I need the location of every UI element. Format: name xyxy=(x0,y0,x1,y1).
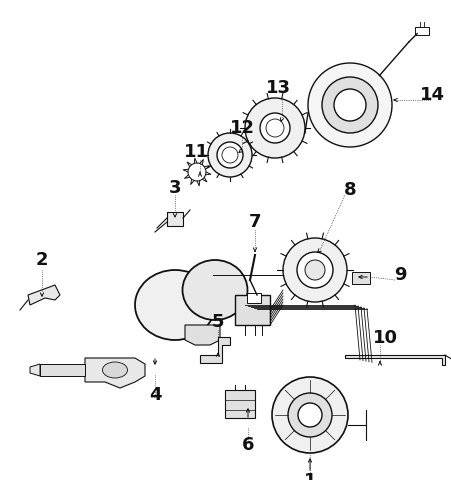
Bar xyxy=(235,295,269,325)
Bar xyxy=(225,390,254,418)
Polygon shape xyxy=(184,325,220,345)
Ellipse shape xyxy=(297,403,321,427)
Text: 11: 11 xyxy=(183,143,208,161)
Polygon shape xyxy=(351,272,369,284)
Ellipse shape xyxy=(182,260,247,320)
Text: 9: 9 xyxy=(393,266,405,284)
Polygon shape xyxy=(30,364,40,376)
Text: 2: 2 xyxy=(36,251,48,269)
Text: 6: 6 xyxy=(241,436,253,454)
Ellipse shape xyxy=(272,377,347,453)
Text: 4: 4 xyxy=(148,386,161,404)
Ellipse shape xyxy=(216,142,243,168)
Ellipse shape xyxy=(287,393,331,437)
Ellipse shape xyxy=(135,270,215,340)
Bar xyxy=(414,27,428,36)
Text: 7: 7 xyxy=(248,213,261,231)
Text: 14: 14 xyxy=(419,86,443,104)
Ellipse shape xyxy=(307,63,391,147)
Ellipse shape xyxy=(207,133,252,177)
Ellipse shape xyxy=(102,362,127,378)
Ellipse shape xyxy=(296,252,332,288)
Ellipse shape xyxy=(244,98,304,158)
Polygon shape xyxy=(199,337,230,363)
Text: 13: 13 xyxy=(265,79,290,97)
Ellipse shape xyxy=(282,238,346,302)
Bar xyxy=(202,268,215,280)
Ellipse shape xyxy=(304,260,324,280)
Ellipse shape xyxy=(333,89,365,121)
Polygon shape xyxy=(85,358,145,388)
Ellipse shape xyxy=(321,77,377,133)
Bar xyxy=(166,212,183,226)
Text: 3: 3 xyxy=(168,179,181,197)
Text: 5: 5 xyxy=(211,313,224,331)
Polygon shape xyxy=(40,364,85,376)
Text: 12: 12 xyxy=(229,119,254,137)
Ellipse shape xyxy=(188,163,206,181)
Text: 1: 1 xyxy=(303,472,316,480)
Polygon shape xyxy=(344,355,444,365)
Text: 10: 10 xyxy=(372,329,396,347)
Ellipse shape xyxy=(259,113,290,143)
Bar xyxy=(246,293,260,303)
Polygon shape xyxy=(28,285,60,305)
Text: 8: 8 xyxy=(343,181,355,199)
